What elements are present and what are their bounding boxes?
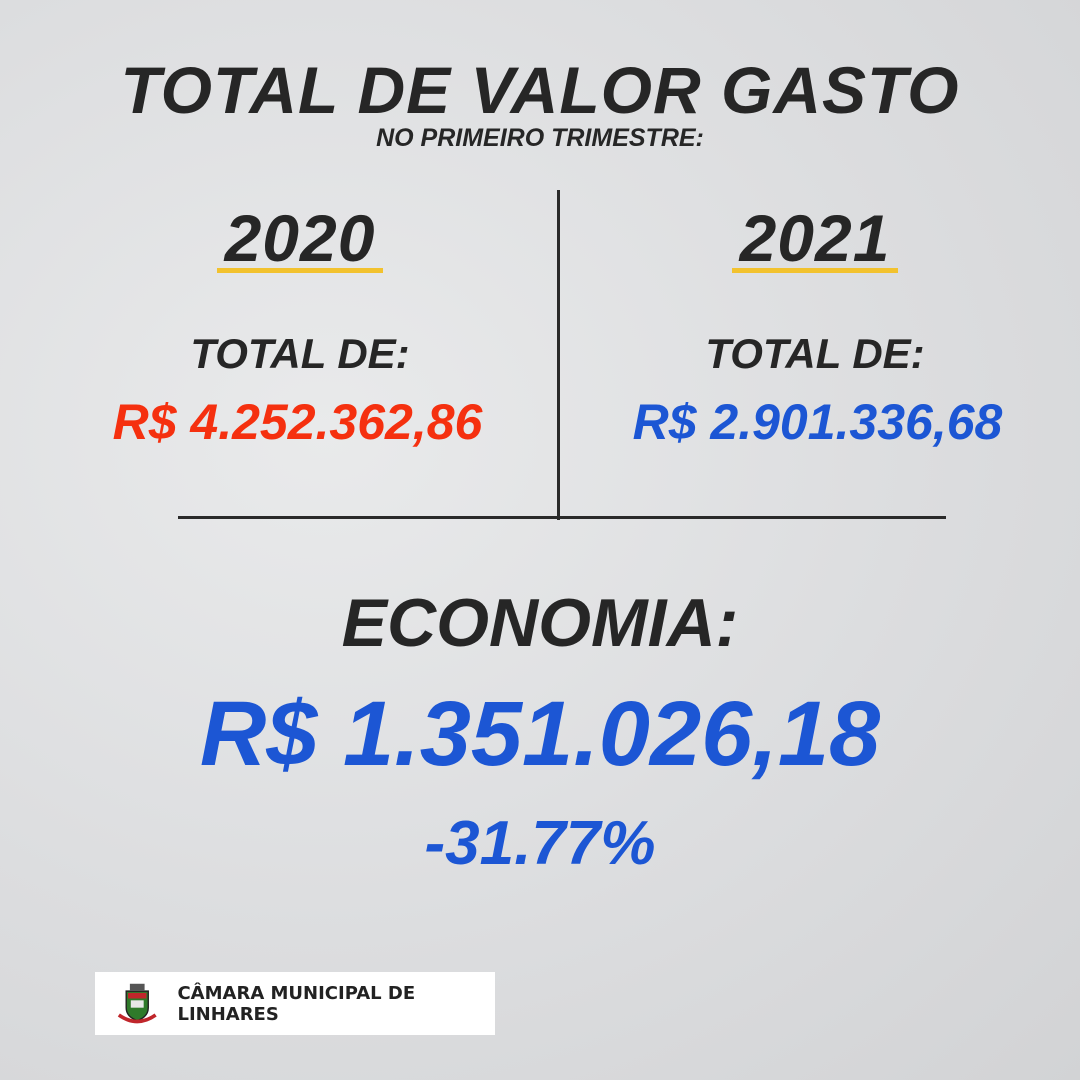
coat-of-arms-icon (117, 983, 157, 1023)
total-label-2021: TOTAL DE: (705, 330, 925, 377)
amount-2021: R$ 2.901.336,68 (632, 394, 1003, 450)
vertical-divider (557, 190, 560, 520)
year-2020-column: 2020 (50, 201, 550, 275)
footer-logo-banner: CÂMARA MUNICIPAL DE LINHARES (95, 972, 495, 1035)
year-heading: 2021 (731, 201, 899, 275)
savings-percent: -31.77% (424, 809, 656, 878)
year-heading: 2020 (216, 201, 384, 275)
horizontal-divider (178, 516, 946, 519)
page-title: TOTAL DE VALOR GASTO (120, 53, 960, 127)
org-name: CÂMARA MUNICIPAL DE LINHARES (177, 982, 416, 1025)
savings-label: ECONOMIA: (341, 585, 739, 661)
year-2021-column: 2021 (565, 201, 1065, 275)
savings-amount: R$ 1.351.026,18 (199, 683, 881, 785)
total-label-2020: TOTAL DE: (190, 330, 410, 377)
page-subtitle: NO PRIMEIRO TRIMESTRE: (376, 124, 704, 152)
amount-2020: R$ 4.252.362,86 (112, 394, 483, 450)
